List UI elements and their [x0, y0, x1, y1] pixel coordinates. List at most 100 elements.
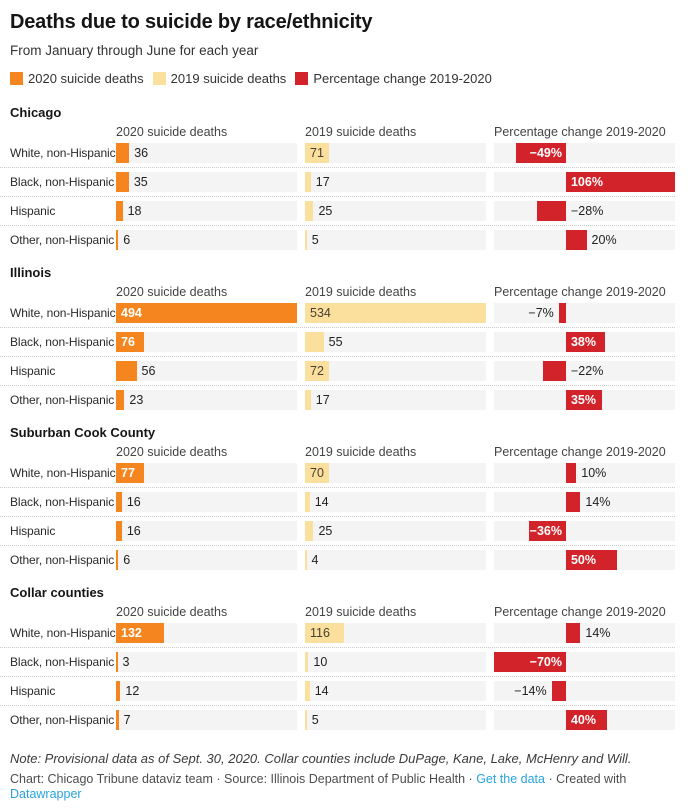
deaths-2019-bar: [305, 710, 307, 730]
deaths-2020-bar: [116, 623, 165, 643]
legend-label: Percentage change 2019-2020: [313, 71, 492, 86]
row-label: White, non-Hispanic: [10, 306, 116, 320]
deaths-2019-track: 116: [305, 623, 486, 643]
pct-change-bar: [565, 710, 608, 730]
column-header: Percentage change 2019-2020: [494, 605, 666, 619]
table-row: White, non-Hispanic 494 534 −7%: [10, 303, 675, 323]
row-label: Hispanic: [10, 684, 56, 698]
deaths-2020-bar: [116, 463, 145, 483]
column-header: Percentage change 2019-2020: [494, 285, 666, 299]
pct-change-bar: [565, 550, 618, 570]
row-separator: [0, 647, 675, 648]
credit-prefix: Chart: Chicago Tribune dataviz team · So…: [10, 772, 477, 786]
pct-change-track: −49%: [494, 143, 675, 163]
pct-change-value-label: −36%: [529, 524, 562, 538]
deaths-2020-value-label: 7: [123, 713, 131, 727]
deaths-2019-value-label: 71: [310, 146, 324, 160]
deaths-2019-bar: [305, 492, 310, 512]
deaths-2020-value-label: 494: [121, 306, 142, 320]
column-header-spacer: [10, 445, 108, 459]
row-label: Black, non-Hispanic: [10, 335, 115, 349]
pct-change-track: −14%: [494, 681, 675, 701]
deaths-2019-bar: [305, 681, 310, 701]
deaths-2020-bar: [116, 201, 123, 221]
legend-label: 2019 suicide deaths: [170, 71, 287, 86]
pct-change-bar: [565, 332, 606, 352]
deaths-2019-bar: [305, 521, 314, 541]
deaths-2019-value-label: 55: [328, 335, 343, 349]
deaths-2020-value-label: 6: [123, 233, 131, 247]
row-label: Black, non-Hispanic: [10, 655, 115, 669]
deaths-2020-track: 18: [116, 201, 297, 221]
deaths-2019-value-label: 116: [310, 626, 330, 640]
deaths-2020-bar: [116, 710, 119, 730]
section: Chicago 2020 suicide deaths 2019 suicide d…: [0, 106, 675, 250]
deaths-2020-value-label: 56: [141, 364, 156, 378]
deaths-2019-value-label: 25: [318, 204, 333, 218]
table-row: Black, non-Hispanic 76 55 38%: [10, 332, 675, 352]
deaths-2020-track: 76: [116, 332, 297, 352]
pct-change-track: −22%: [494, 361, 675, 381]
pct-change-track: −70%: [494, 652, 675, 672]
row-separator: [0, 487, 675, 488]
table-row: Black, non-Hispanic 35 17 106%: [10, 172, 675, 192]
deaths-2020-value-label: 23: [129, 393, 144, 407]
row-separator: [0, 385, 675, 386]
deaths-2019-bar: [305, 201, 314, 221]
datawrapper-link[interactable]: Datawrapper: [10, 787, 82, 801]
deaths-2019-bar: [305, 303, 486, 323]
deaths-2019-value-label: 72: [310, 364, 324, 378]
deaths-2019-track: 534: [305, 303, 486, 323]
deaths-2020-value-label: 18: [127, 204, 142, 218]
deaths-2019-bar: [305, 143, 330, 163]
chart-sections: Chicago 2020 suicide deaths 2019 suicide d…: [0, 106, 675, 730]
deaths-2019-track: 5: [305, 710, 486, 730]
deaths-2020-value-label: 12: [125, 684, 140, 698]
deaths-2020-bar: [116, 143, 130, 163]
section-title: Illinois: [10, 265, 52, 280]
get-the-data-link[interactable]: Get the data: [476, 772, 545, 786]
section: Suburban Cook County 2020 suicide deaths 2…: [0, 426, 675, 570]
chart-title: Deaths due to suicide by race/ethnicity: [10, 11, 373, 33]
legend: 2020 suicide deaths 2019 suicide deaths Pe…: [10, 71, 675, 86]
table-row: Hispanic 12 14 −14%: [10, 681, 675, 701]
deaths-2020-bar: [116, 390, 125, 410]
pct-change-value-label: 14%: [585, 626, 611, 640]
chart-subtitle: From January through June for each year: [10, 43, 259, 58]
pct-change-track: 106%: [494, 172, 675, 192]
table-row: Black, non-Hispanic 3 10 −70%: [10, 652, 675, 672]
row-separator: [0, 167, 675, 168]
deaths-2020-track: 77: [116, 463, 297, 483]
deaths-2020-track: 12: [116, 681, 297, 701]
legend-swatch: [10, 72, 23, 85]
deaths-2020-value-label: 6: [123, 553, 131, 567]
pct-change-track: 14%: [494, 623, 675, 643]
deaths-2019-value-label: 17: [315, 393, 330, 407]
row-label: Other, non-Hispanic: [10, 713, 115, 727]
section: Illinois 2020 suicide deaths 2019 suicide …: [0, 265, 675, 410]
row-separator: [0, 705, 675, 706]
row-separator: [0, 676, 675, 677]
pct-change-track: 35%: [494, 390, 675, 410]
pct-change-track: −36%: [494, 521, 675, 541]
deaths-2020-track: 494: [116, 303, 297, 323]
column-header-spacer: [10, 285, 108, 299]
deaths-2019-value-label: 534: [310, 306, 331, 320]
deaths-2020-bar: [116, 303, 297, 323]
pct-change-bar: [565, 172, 675, 192]
table-row: White, non-Hispanic 36 71 −49%: [10, 143, 675, 163]
row-label: Other, non-Hispanic: [10, 553, 115, 567]
pct-change-bar: [565, 230, 587, 250]
row-separator: [0, 545, 675, 546]
deaths-2020-track: 16: [116, 492, 297, 512]
deaths-2020-track: 132: [116, 623, 297, 643]
row-separator: [0, 196, 675, 197]
deaths-2020-bar: [116, 550, 119, 570]
legend-item: 2019 suicide deaths: [152, 71, 287, 86]
deaths-2019-track: 55: [305, 332, 486, 352]
pct-change-value-label: 50%: [570, 553, 597, 567]
deaths-2020-value-label: 76: [121, 335, 135, 349]
deaths-2019-track: 14: [305, 681, 486, 701]
pct-change-track: −28%: [494, 201, 675, 221]
legend-label: 2020 suicide deaths: [28, 71, 144, 86]
